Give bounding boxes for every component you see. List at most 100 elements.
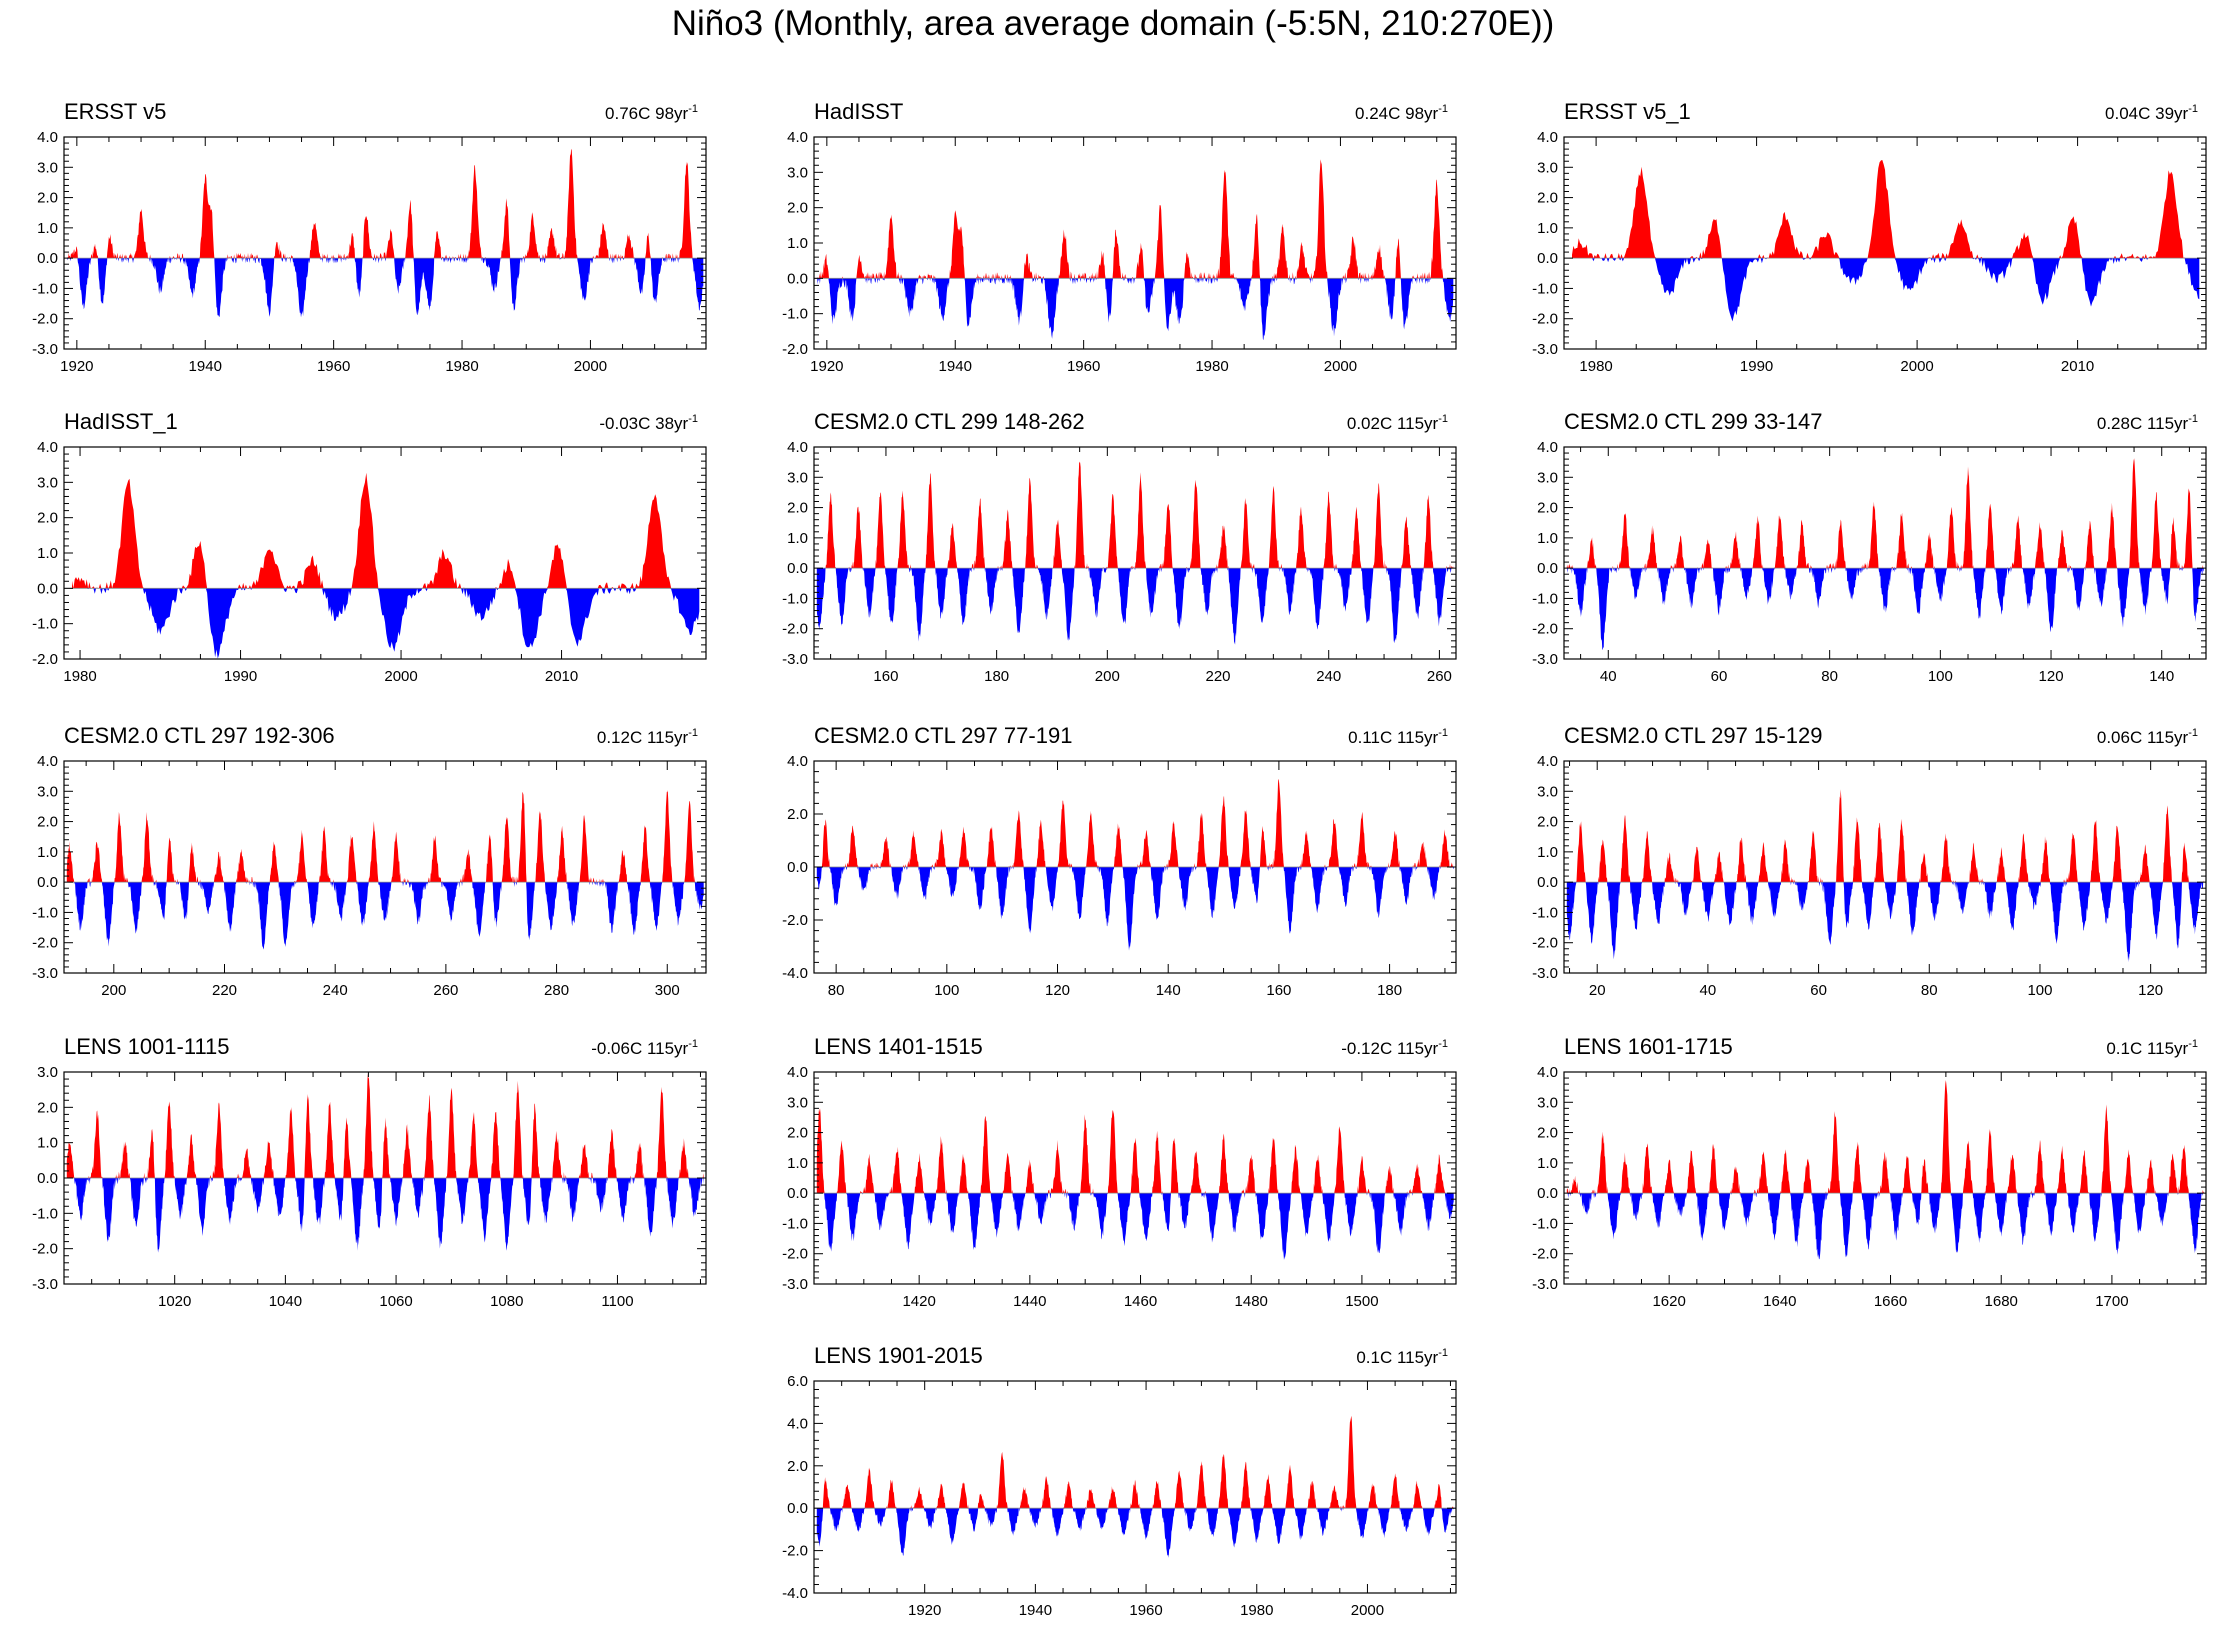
y-tick-label: 0.0 [787, 1185, 808, 1202]
y-tick-label: -4.0 [782, 1585, 808, 1602]
x-tick-label: 1620 [1652, 1293, 1685, 1310]
chart-panel: LENS 1001-1115 -0.06C 115yr-1 -3.0 -2.0 -1.0… [32, 1034, 707, 1310]
negative-anomaly-area [1572, 258, 2200, 322]
panel-title: HadISST_1 [64, 409, 178, 434]
chart-panel: HadISST_1 -0.03C 38yr-1 -2.0 -1.0 0.0 1.0 2.0 3… [32, 409, 707, 685]
trend-value: 0.12C 115yr [597, 728, 689, 747]
x-tick-label: 240 [1316, 668, 1341, 685]
trend-label: -0.03C 38yr-1 [599, 413, 698, 433]
x-tick-label: 1480 [1235, 1293, 1268, 1310]
x-tick-label: 1500 [1345, 1293, 1378, 1310]
trend-exponent: -1 [2188, 413, 2198, 425]
y-tick-label: 0.0 [787, 1500, 808, 1517]
trend-label: 0.04C 39yr-1 [2105, 103, 2198, 123]
x-tick-label: 180 [984, 668, 1009, 685]
x-tick-label: 80 [828, 982, 845, 999]
plot-frame [63, 136, 707, 350]
panel-title: CESM2.0 CTL 299 33-147 [1564, 409, 1822, 434]
trend-value: 0.06C 115yr [2097, 728, 2189, 747]
trend-label: 0.1C 115yr-1 [2106, 1038, 2198, 1058]
panel-title: LENS 1001-1115 [64, 1034, 230, 1059]
y-tick-label: -1.0 [32, 280, 58, 297]
negative-anomaly-area [816, 568, 1454, 645]
y-tick-label: 3.0 [1537, 783, 1558, 800]
y-tick-label: 4.0 [787, 753, 808, 770]
x-tick-label: 2010 [2061, 358, 2094, 375]
trend-exponent: -1 [1438, 103, 1448, 115]
y-tick-label: 2.0 [787, 806, 808, 823]
y-tick-label: 3.0 [1537, 1094, 1558, 1111]
y-tick-label: -1.0 [782, 1215, 808, 1232]
y-tick-label: 3.0 [1537, 159, 1558, 176]
chart-panel: ERSST v5_1 0.04C 39yr-1 -3.0 -2.0 -1.0 0.0 1.0… [1532, 99, 2207, 375]
x-tick-label: 60 [1810, 982, 1827, 999]
x-tick-label: 180 [1377, 982, 1402, 999]
positive-anomaly-area [1566, 458, 2204, 569]
y-tick-label: -2.0 [782, 621, 808, 638]
y-tick-label: -3.0 [32, 965, 58, 982]
x-tick-label: 1980 [1240, 1602, 1273, 1619]
y-tick-label: 2.0 [787, 1125, 808, 1142]
y-tick-label: 3.0 [37, 1064, 58, 1081]
chart-panel: CESM2.0 CTL 297 15-129 0.06C 115yr-1 -3.0 -… [1532, 723, 2207, 999]
y-tick-label: -2.0 [32, 935, 58, 952]
x-tick-label: 1990 [1740, 358, 1773, 375]
y-tick-label: 2.0 [1537, 500, 1558, 517]
x-tick-label: 1700 [2095, 1293, 2128, 1310]
trend-exponent: -1 [2188, 727, 2198, 739]
y-tick-label: -2.0 [782, 912, 808, 929]
chart-panel: LENS 1601-1715 0.1C 115yr-1 -3.0 -2.0 -1.0 0.… [1532, 1034, 2207, 1310]
x-tick-label: 1980 [63, 668, 96, 685]
negative-anomaly-area [817, 278, 1454, 341]
y-tick-label: 3.0 [37, 159, 58, 176]
y-tick-label: 4.0 [37, 753, 58, 770]
x-tick-label: 1920 [908, 1602, 941, 1619]
y-tick-label: 1.0 [1537, 844, 1558, 861]
negative-anomaly-area [1566, 568, 2204, 650]
y-tick-label: 0.0 [787, 560, 808, 577]
x-tick-label: 2000 [384, 668, 417, 685]
x-tick-label: 240 [323, 982, 348, 999]
trend-label: 0.1C 115yr-1 [1356, 1347, 1448, 1367]
negative-anomaly-area [1566, 882, 2204, 963]
y-tick-label: 3.0 [37, 474, 58, 491]
y-tick-label: 4.0 [37, 129, 58, 146]
positive-anomaly-area [1572, 160, 2200, 259]
panel-title: LENS 1601-1715 [1564, 1034, 1733, 1059]
trend-value: 0.28C 115yr [2097, 414, 2189, 433]
y-tick-label: 4.0 [787, 1064, 808, 1081]
panel-title: CESM2.0 CTL 297 77-191 [814, 723, 1072, 748]
y-tick-label: -2.0 [1532, 621, 1558, 638]
x-tick-label: 1960 [317, 358, 350, 375]
x-tick-label: 200 [1095, 668, 1120, 685]
x-tick-label: 40 [1600, 668, 1617, 685]
y-tick-label: 2.0 [37, 190, 58, 207]
x-tick-label: 2000 [1900, 358, 1933, 375]
x-tick-label: 1960 [1129, 1602, 1162, 1619]
trend-value: -0.12C 115yr [1341, 1039, 1438, 1058]
trend-exponent: -1 [1438, 727, 1448, 739]
y-tick-label: 4.0 [37, 439, 58, 456]
y-tick-label: 0.0 [37, 874, 58, 891]
x-tick-label: 1020 [158, 1293, 191, 1310]
y-tick-label: 1.0 [37, 1135, 58, 1152]
y-tick-label: -1.0 [782, 306, 808, 323]
y-tick-label: 2.0 [1537, 190, 1558, 207]
y-tick-label: -1.0 [1532, 590, 1558, 607]
plot-frame [63, 760, 707, 974]
positive-anomaly-area [816, 1108, 1454, 1194]
positive-anomaly-area [72, 472, 700, 589]
y-tick-label: 2.0 [1537, 814, 1558, 831]
trend-label: 0.02C 115yr-1 [1347, 413, 1448, 433]
y-tick-label: 4.0 [787, 1415, 808, 1432]
plot-frame [1563, 136, 2207, 350]
trend-exponent: -1 [688, 1038, 698, 1050]
x-tick-label: 80 [1921, 982, 1938, 999]
y-tick-label: 0.0 [1537, 560, 1558, 577]
plot-frame [1563, 760, 2207, 974]
y-tick-label: 0.0 [1537, 250, 1558, 267]
y-tick-label: 1.0 [1537, 530, 1558, 547]
trend-label: 0.06C 115yr-1 [2097, 727, 2198, 747]
panel-title: HadISST [814, 99, 903, 124]
